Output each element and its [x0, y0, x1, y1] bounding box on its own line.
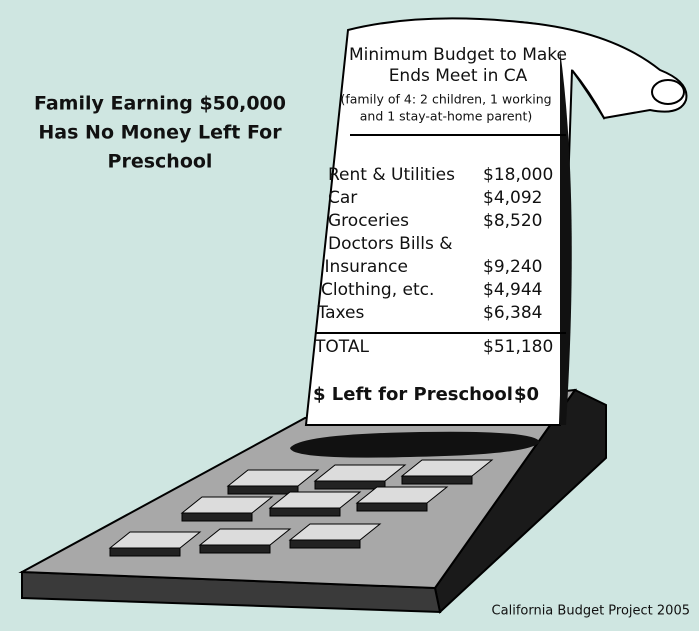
key-side: [290, 540, 360, 548]
item-label: Taxes: [317, 303, 365, 323]
item-label: Rent & Utilities: [328, 165, 455, 185]
key-side: [402, 476, 472, 484]
source: California Budget Project 2005: [492, 604, 690, 619]
key-side: [200, 545, 270, 553]
item-amount: $4,092: [483, 188, 542, 208]
left-amount: $0: [514, 384, 539, 405]
item-label: Doctors Bills &: [328, 234, 453, 254]
item-amount: $8,520: [483, 211, 542, 231]
item-label: Car: [328, 188, 357, 208]
item-amount: $9,240: [483, 257, 542, 277]
left-label: $ Left for Preschool: [313, 384, 513, 405]
item-amount: $4,944: [483, 280, 542, 300]
key-side: [182, 513, 252, 521]
receipt-subtitle: and 1 stay-at-home parent): [360, 109, 533, 124]
headline: Has No Money Left For: [38, 122, 282, 144]
item-amount: $18,000: [483, 165, 553, 185]
receipt-title: Minimum Budget to Make: [349, 45, 567, 65]
key-side: [270, 508, 340, 516]
key-side: [315, 481, 385, 489]
receipt-subtitle: (family of 4: 2 children, 1 working: [340, 92, 551, 107]
paper-roll: [652, 80, 684, 104]
key-side: [357, 503, 427, 511]
headline: Preschool: [108, 151, 213, 173]
key-side: [228, 486, 298, 494]
total-amount: $51,180: [483, 337, 553, 357]
infographic: TOTAL $51,180 $ Left for Preschool $0 Ca…: [0, 0, 699, 631]
item-amount: $6,384: [483, 303, 542, 323]
receipt-title: Ends Meet in CA: [389, 66, 528, 86]
item-label: Insurance: [325, 257, 408, 277]
item-label: Clothing, etc.: [321, 280, 434, 300]
total-label: TOTAL: [314, 337, 369, 357]
headline: Family Earning $50,000: [34, 93, 286, 115]
key-side: [110, 548, 180, 556]
item-label: Groceries: [328, 211, 409, 231]
